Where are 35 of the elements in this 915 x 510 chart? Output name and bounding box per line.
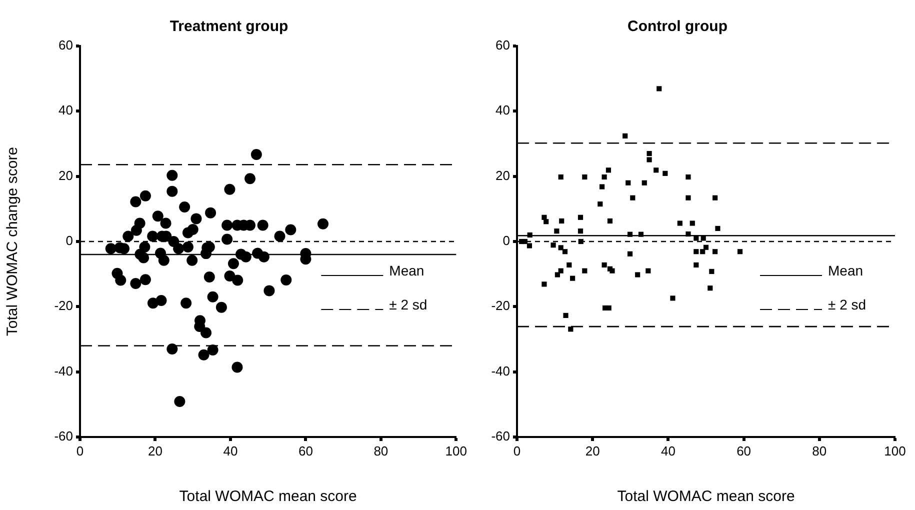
x-tick-label: 100	[445, 443, 468, 458]
y-tick-label: -60	[54, 428, 73, 444]
x-tick-label: 80	[812, 443, 827, 458]
y-tick-label: -20	[54, 298, 73, 314]
legend-label: ± 2 sd	[828, 296, 866, 312]
x-tick-label: 40	[660, 443, 676, 458]
y-tick-label: -40	[54, 363, 73, 378]
y-tick-label: -60	[491, 428, 510, 444]
x-tick-label: 20	[148, 443, 162, 458]
x-tick-label: 20	[585, 443, 600, 458]
legend-label: ± 2 sd	[389, 296, 428, 312]
x-axis-title: Total WOMAC mean score	[617, 488, 795, 506]
x-tick-label: 0	[76, 443, 84, 458]
x-axis-title: Total WOMAC mean score	[179, 488, 357, 506]
x-tick-label: 40	[223, 443, 238, 458]
y-tick-label: 20	[58, 168, 73, 183]
y-axis-title: Total WOMAC change score	[4, 146, 22, 336]
y-tick-label: 0	[502, 233, 510, 248]
x-tick-label: 60	[298, 443, 313, 458]
x-tick-label: 100	[884, 443, 906, 458]
legend-label: Mean	[389, 262, 424, 278]
legend-label: Mean	[828, 262, 864, 278]
y-tick-label: 60	[496, 38, 510, 53]
y-tick-label: -20	[491, 298, 510, 314]
y-tick-label: 40	[58, 102, 73, 118]
x-tick-label: 0	[513, 443, 521, 458]
y-tick-label: 60	[58, 38, 73, 53]
chart-title: Control group	[628, 18, 728, 36]
y-tick-label: 0	[66, 233, 73, 248]
y-tick-label: 20	[496, 168, 510, 183]
x-tick-label: 60	[736, 443, 752, 458]
chart-title: Treatment group	[170, 18, 288, 36]
y-tick-label: -40	[491, 363, 510, 378]
x-tick-label: 80	[374, 443, 388, 458]
y-tick-label: 40	[496, 102, 510, 118]
